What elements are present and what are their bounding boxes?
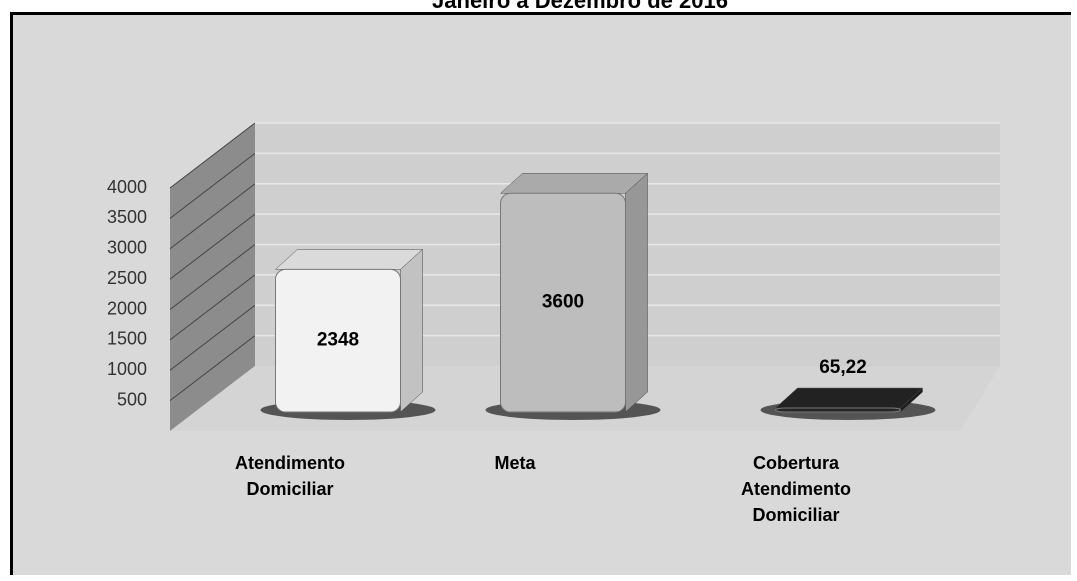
grid-line — [169, 274, 256, 341]
x-tick-label: Atendimento Domiciliar — [235, 453, 345, 499]
data-label: 65,22 — [819, 357, 867, 378]
bar-top — [274, 249, 424, 270]
x-tick-label: Cobertura Atendimento Domiciliar — [741, 453, 851, 525]
chart-title: Janeiro a Dezembro de 2016 — [432, 0, 728, 13]
grid-line — [169, 304, 256, 371]
y-tick-label: 1000 — [107, 359, 147, 379]
bar-side — [400, 248, 423, 413]
bar-top — [774, 387, 924, 409]
x-tick-label: Meta — [494, 453, 536, 473]
grid-line — [169, 213, 256, 280]
y-tick-label: 3000 — [107, 238, 147, 258]
grid-line — [169, 122, 256, 189]
bar-top — [499, 173, 649, 194]
y-tick-label: 3500 — [107, 207, 147, 227]
y-tick-label: 1500 — [107, 329, 147, 349]
y-tick-label: 2000 — [107, 298, 147, 318]
y-tick-label: 2500 — [107, 268, 147, 288]
y-tick-label: 500 — [117, 389, 147, 409]
grid-line — [169, 244, 256, 310]
bar — [775, 407, 901, 413]
data-label: 2348 — [317, 330, 359, 351]
grid-line — [169, 335, 256, 402]
bar-side — [625, 172, 648, 413]
bar — [500, 192, 626, 413]
grid-line — [169, 183, 256, 250]
bar — [275, 268, 401, 413]
grid-line — [169, 152, 256, 219]
y-tick-label: 4000 — [107, 177, 147, 197]
data-label: 3600 — [542, 292, 584, 313]
